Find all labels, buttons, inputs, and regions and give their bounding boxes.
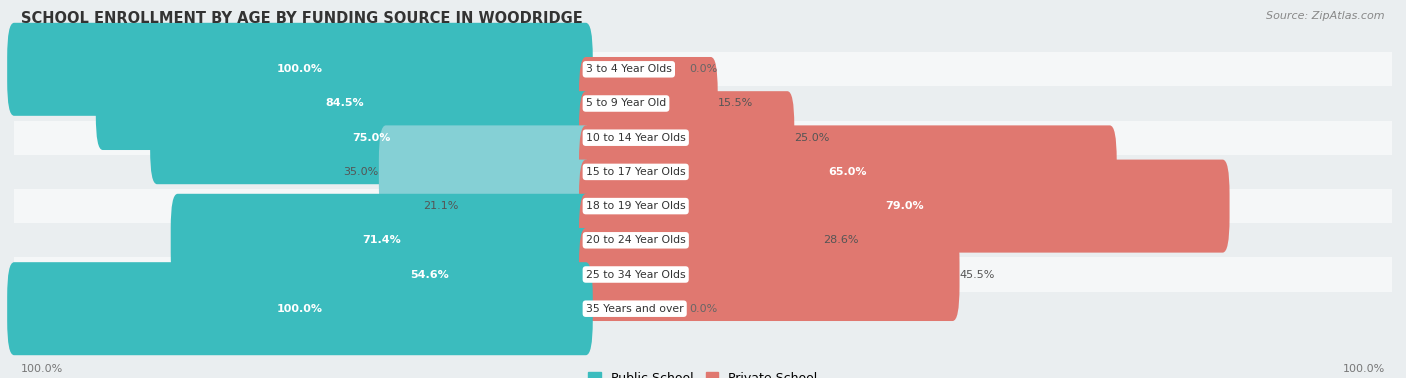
Text: 25.0%: 25.0% <box>794 133 830 143</box>
Text: 100.0%: 100.0% <box>277 304 323 314</box>
Text: 35 Years and over: 35 Years and over <box>586 304 683 314</box>
FancyBboxPatch shape <box>579 91 794 184</box>
Text: 71.4%: 71.4% <box>363 235 401 245</box>
FancyBboxPatch shape <box>458 160 593 253</box>
FancyBboxPatch shape <box>14 223 1392 257</box>
Text: 18 to 19 Year Olds: 18 to 19 Year Olds <box>586 201 686 211</box>
Text: Source: ZipAtlas.com: Source: ZipAtlas.com <box>1267 11 1385 21</box>
FancyBboxPatch shape <box>14 189 1392 223</box>
FancyBboxPatch shape <box>150 91 593 184</box>
FancyBboxPatch shape <box>14 87 1392 121</box>
Text: 35.0%: 35.0% <box>343 167 378 177</box>
FancyBboxPatch shape <box>378 125 593 218</box>
Text: 0.0%: 0.0% <box>689 64 717 74</box>
Text: 0.0%: 0.0% <box>689 304 717 314</box>
FancyBboxPatch shape <box>579 125 1116 218</box>
FancyBboxPatch shape <box>14 155 1392 189</box>
Text: 75.0%: 75.0% <box>353 133 391 143</box>
FancyBboxPatch shape <box>579 194 824 287</box>
Text: 15 to 17 Year Olds: 15 to 17 Year Olds <box>586 167 686 177</box>
Text: 10 to 14 Year Olds: 10 to 14 Year Olds <box>586 133 686 143</box>
Text: 79.0%: 79.0% <box>884 201 924 211</box>
FancyBboxPatch shape <box>7 23 593 116</box>
FancyBboxPatch shape <box>267 228 593 321</box>
Text: 25 to 34 Year Olds: 25 to 34 Year Olds <box>586 270 686 279</box>
Legend: Public School, Private School: Public School, Private School <box>583 367 823 378</box>
FancyBboxPatch shape <box>579 228 959 321</box>
Text: 100.0%: 100.0% <box>21 364 63 374</box>
Text: 45.5%: 45.5% <box>959 270 995 279</box>
Text: 21.1%: 21.1% <box>423 201 458 211</box>
FancyBboxPatch shape <box>14 52 1392 87</box>
Text: 28.6%: 28.6% <box>824 235 859 245</box>
Text: 3 to 4 Year Olds: 3 to 4 Year Olds <box>586 64 672 74</box>
Text: 65.0%: 65.0% <box>828 167 868 177</box>
Text: 100.0%: 100.0% <box>1343 364 1385 374</box>
Text: 84.5%: 84.5% <box>325 99 364 108</box>
Text: 100.0%: 100.0% <box>277 64 323 74</box>
Text: 15.5%: 15.5% <box>717 99 754 108</box>
FancyBboxPatch shape <box>14 291 1392 326</box>
Text: SCHOOL ENROLLMENT BY AGE BY FUNDING SOURCE IN WOODRIDGE: SCHOOL ENROLLMENT BY AGE BY FUNDING SOUR… <box>21 11 583 26</box>
FancyBboxPatch shape <box>7 262 593 355</box>
FancyBboxPatch shape <box>96 57 593 150</box>
Text: 5 to 9 Year Old: 5 to 9 Year Old <box>586 99 666 108</box>
FancyBboxPatch shape <box>14 121 1392 155</box>
FancyBboxPatch shape <box>579 160 1230 253</box>
Text: 20 to 24 Year Olds: 20 to 24 Year Olds <box>586 235 686 245</box>
Text: 54.6%: 54.6% <box>411 270 449 279</box>
FancyBboxPatch shape <box>14 257 1392 291</box>
FancyBboxPatch shape <box>170 194 593 287</box>
FancyBboxPatch shape <box>579 57 717 150</box>
